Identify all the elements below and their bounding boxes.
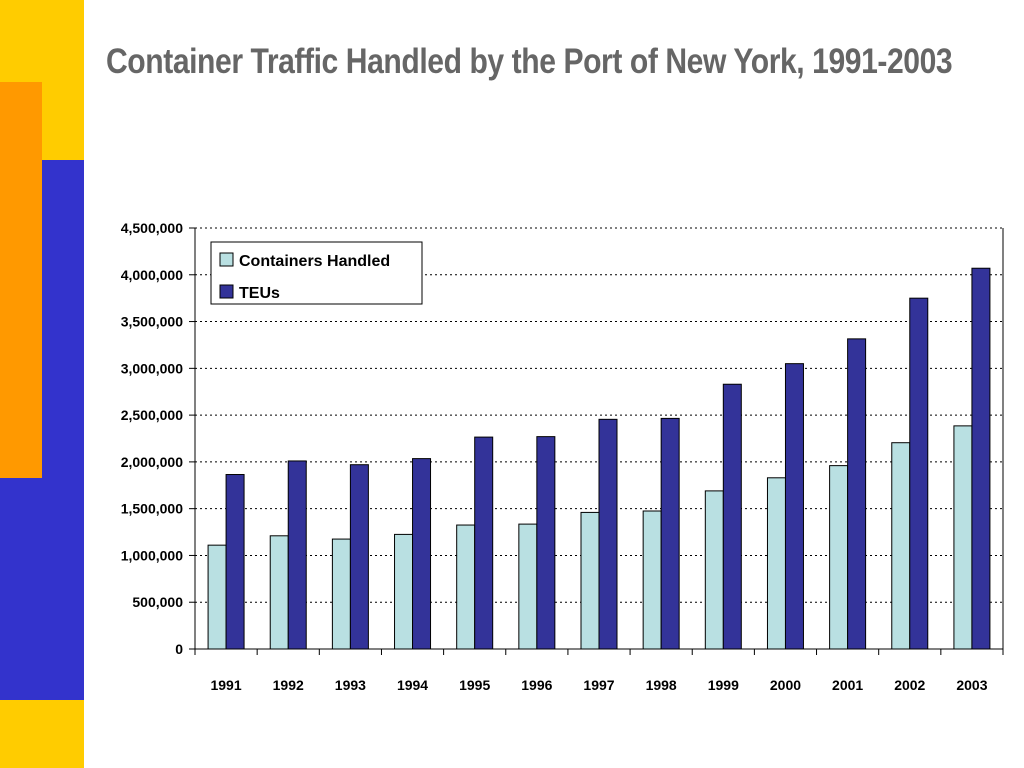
bar-containers-handled-2000 bbox=[766, 477, 786, 650]
x-tick-label: 1999 bbox=[708, 677, 739, 693]
x-tick-label: 1996 bbox=[521, 677, 552, 693]
bar-teus-2003 bbox=[971, 267, 991, 650]
y-tick-label: 500,000 bbox=[132, 594, 183, 610]
bar-teus-2001 bbox=[847, 338, 867, 650]
x-tick-label: 1998 bbox=[646, 677, 677, 693]
bar-containers-handled-1991 bbox=[207, 544, 227, 650]
bar-teus-1995 bbox=[474, 436, 494, 650]
decorative-yellow-block-bottom bbox=[0, 700, 84, 768]
x-tick-label: 1991 bbox=[210, 677, 241, 693]
legend-label-teus: TEUs bbox=[239, 285, 280, 302]
y-tick-label: 3,500,000 bbox=[121, 314, 183, 330]
bar-containers-handled-1997 bbox=[580, 511, 600, 650]
y-tick-label: 3,000,000 bbox=[121, 360, 183, 376]
x-tick-label: 1993 bbox=[335, 677, 366, 693]
x-tick-label: 1994 bbox=[397, 677, 428, 693]
bar-containers-handled-1998 bbox=[642, 510, 662, 650]
bar-teus-2002 bbox=[909, 297, 929, 650]
x-tick-label: 1997 bbox=[583, 677, 614, 693]
x-tick-label: 2003 bbox=[956, 677, 987, 693]
bar-containers-handled-1999 bbox=[704, 490, 724, 650]
bar-containers-handled-2001 bbox=[829, 465, 849, 650]
bar-teus-1996 bbox=[536, 436, 556, 650]
y-tick-label: 1,500,000 bbox=[121, 501, 183, 517]
y-tick-label: 4,000,000 bbox=[121, 267, 183, 283]
decorative-blue-block-lower bbox=[0, 478, 42, 700]
y-tick-label: 2,000,000 bbox=[121, 454, 183, 470]
chart-bars bbox=[207, 267, 991, 650]
slide-title: Container Traffic Handled by the Port of… bbox=[106, 42, 953, 81]
bar-containers-handled-2003 bbox=[953, 425, 973, 650]
bar-teus-1992 bbox=[287, 460, 307, 650]
legend-swatch-teus bbox=[219, 284, 234, 299]
bar-containers-handled-1994 bbox=[394, 533, 414, 650]
decorative-orange-block bbox=[0, 82, 42, 478]
bar-teus-1991 bbox=[225, 474, 245, 650]
decorative-blue-block bbox=[42, 160, 84, 700]
y-tick-label: 2,500,000 bbox=[121, 407, 183, 423]
x-tick-label: 1995 bbox=[459, 677, 490, 693]
x-tick-label: 1992 bbox=[273, 677, 304, 693]
bar-teus-2000 bbox=[784, 363, 804, 650]
bar-teus-1997 bbox=[598, 418, 618, 650]
x-tick-label: 2001 bbox=[832, 677, 863, 693]
y-tick-label: 1,000,000 bbox=[121, 547, 183, 563]
chart-axes: 0 500,000 1,000,000 1,500,000 2,000,000 2,500… bbox=[121, 220, 1004, 693]
bar-teus-1993 bbox=[349, 464, 369, 650]
x-tick-label: 2002 bbox=[894, 677, 925, 693]
x-tick-label: 2000 bbox=[770, 677, 801, 693]
bar-containers-handled-1993 bbox=[331, 538, 351, 650]
bar-containers-handled-1995 bbox=[456, 524, 476, 650]
bar-containers-handled-1996 bbox=[518, 523, 538, 650]
bar-teus-1999 bbox=[722, 383, 742, 650]
legend-swatch-containers-handled bbox=[219, 252, 234, 267]
bar-containers-handled-2002 bbox=[891, 442, 911, 650]
bar-teus-1994 bbox=[412, 458, 432, 650]
bar-containers-handled-1992 bbox=[269, 535, 289, 650]
legend-label-containers-handled: Containers Handled bbox=[239, 253, 390, 270]
y-tick-label: 0 bbox=[175, 641, 183, 657]
legend-box bbox=[210, 241, 423, 305]
y-tick-label: 4,500,000 bbox=[121, 220, 183, 236]
chart-legend: Containers Handled TEUs bbox=[210, 241, 423, 305]
bar-teus-1998 bbox=[660, 417, 680, 650]
